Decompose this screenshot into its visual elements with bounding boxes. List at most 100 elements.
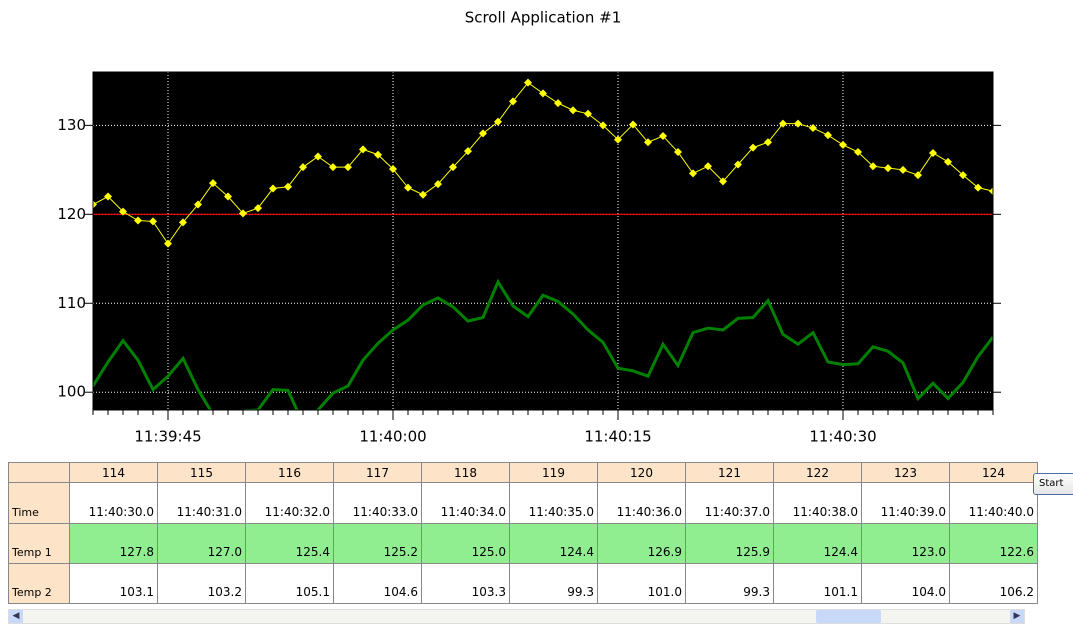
point-marker [839, 140, 847, 149]
point-marker [989, 187, 993, 196]
data-cell: 11:40:40.0 [949, 482, 1038, 524]
data-cell: 103.1 [69, 563, 158, 604]
column-header: 123 [861, 462, 950, 483]
column-header: 117 [333, 462, 422, 483]
point-marker [149, 217, 157, 226]
data-cell: 11:40:34.0 [421, 482, 510, 524]
point-marker [704, 162, 712, 171]
row-label: Time [8, 482, 70, 524]
data-cell: 105.1 [245, 563, 334, 604]
y-tick-label: 100 [57, 383, 86, 401]
point-marker [569, 106, 577, 115]
data-cell: 122.6 [949, 523, 1038, 564]
point-marker [644, 138, 652, 147]
point-marker [164, 239, 172, 248]
point-marker [494, 117, 502, 126]
data-cell: 11:40:36.0 [597, 482, 686, 524]
plot-area [93, 72, 993, 410]
point-marker [539, 89, 547, 98]
scroll-right[interactable]: ▶ [1010, 610, 1024, 623]
point-marker [854, 148, 862, 157]
y-tick-label: 120 [57, 205, 86, 223]
data-cell: 11:40:37.0 [685, 482, 774, 524]
point-marker [734, 160, 742, 169]
column-header: 121 [685, 462, 774, 483]
point-marker [479, 129, 487, 138]
y-tick-label: 130 [57, 116, 86, 134]
data-cell: 104.6 [333, 563, 422, 604]
scroll-left[interactable]: ◀ [9, 610, 23, 623]
column-header: 122 [773, 462, 862, 483]
point-marker [614, 135, 622, 144]
x-tick-label: 11:40:30 [809, 428, 876, 446]
point-marker [629, 120, 637, 129]
point-marker [749, 143, 757, 152]
data-cell: 127.8 [69, 523, 158, 564]
point-marker [794, 119, 802, 128]
point-marker [194, 200, 202, 209]
row-label: Temp 2 [8, 563, 70, 604]
point-marker [914, 171, 922, 180]
data-cell: 11:40:32.0 [245, 482, 334, 524]
point-marker [269, 184, 277, 193]
start-button[interactable]: Start [1033, 473, 1073, 495]
data-cell: 11:40:33.0 [333, 482, 422, 524]
point-marker [464, 147, 472, 156]
point-marker [509, 97, 517, 106]
point-marker [239, 209, 247, 218]
point-marker [179, 218, 187, 227]
point-marker [719, 177, 727, 186]
data-cell: 101.0 [597, 563, 686, 604]
point-marker [779, 119, 787, 128]
point-marker [959, 171, 967, 180]
data-cell: 126.9 [597, 523, 686, 564]
scroll-thumb[interactable] [816, 610, 881, 623]
point-marker [944, 157, 952, 166]
point-marker [764, 138, 772, 147]
scrollbar[interactable]: ◀ ▶ [8, 609, 1025, 624]
point-marker [584, 109, 592, 118]
point-marker [389, 164, 397, 173]
data-grid: 114 115 116 117 118 119 120 121 122 123 124 Time 11:… [8, 462, 1038, 604]
point-marker [554, 99, 562, 108]
point-marker [314, 152, 322, 161]
series-line [93, 278, 993, 410]
data-cell: 103.2 [157, 563, 246, 604]
data-cell: 101.1 [773, 563, 862, 604]
point-marker [404, 183, 412, 192]
point-marker [674, 148, 682, 157]
data-cell: 125.0 [421, 523, 510, 564]
point-marker [434, 180, 442, 189]
header-row: 114 115 116 117 118 119 120 121 122 123 124 [8, 462, 1038, 483]
data-cell: 11:40:30.0 [69, 482, 158, 524]
point-marker [344, 163, 352, 172]
point-marker [104, 192, 112, 201]
point-marker [524, 78, 532, 87]
data-cell: 11:40:35.0 [509, 482, 598, 524]
point-marker [299, 163, 307, 172]
column-header: 114 [69, 462, 158, 483]
point-marker [884, 164, 892, 173]
column-header: 120 [597, 462, 686, 483]
point-marker [824, 131, 832, 140]
point-marker [419, 190, 427, 199]
corner-cell [8, 462, 70, 483]
data-cell: 11:40:39.0 [861, 482, 950, 524]
data-row: Temp 1 127.8 127.0 125.4 125.2 125.0 124.4 126.… [8, 523, 1038, 564]
data-cell: 104.0 [861, 563, 950, 604]
row-label: Temp 1 [8, 523, 70, 564]
chart: Scroll Application #1 100 110 120 130 11:39:… [57, 9, 1001, 446]
point-marker [224, 192, 232, 201]
data-cell: 106.2 [949, 563, 1038, 604]
y-tick-label: 110 [57, 294, 86, 312]
data-cell: 11:40:31.0 [157, 482, 246, 524]
column-header: 118 [421, 462, 510, 483]
data-cell: 124.4 [509, 523, 598, 564]
point-marker [974, 183, 982, 192]
point-marker [93, 200, 97, 209]
column-header: 116 [245, 462, 334, 483]
series-layer [93, 78, 993, 410]
point-marker [284, 182, 292, 191]
plot-frame [92, 71, 994, 411]
point-marker [449, 163, 457, 172]
